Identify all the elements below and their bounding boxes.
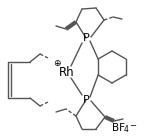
Text: −: − [129, 121, 136, 131]
Text: BF: BF [112, 123, 125, 133]
Text: $\oplus$: $\oplus$ [53, 58, 61, 68]
Text: 4: 4 [124, 125, 129, 135]
Text: P: P [83, 95, 89, 105]
Text: Rh: Rh [59, 66, 75, 79]
Text: P: P [83, 33, 89, 43]
